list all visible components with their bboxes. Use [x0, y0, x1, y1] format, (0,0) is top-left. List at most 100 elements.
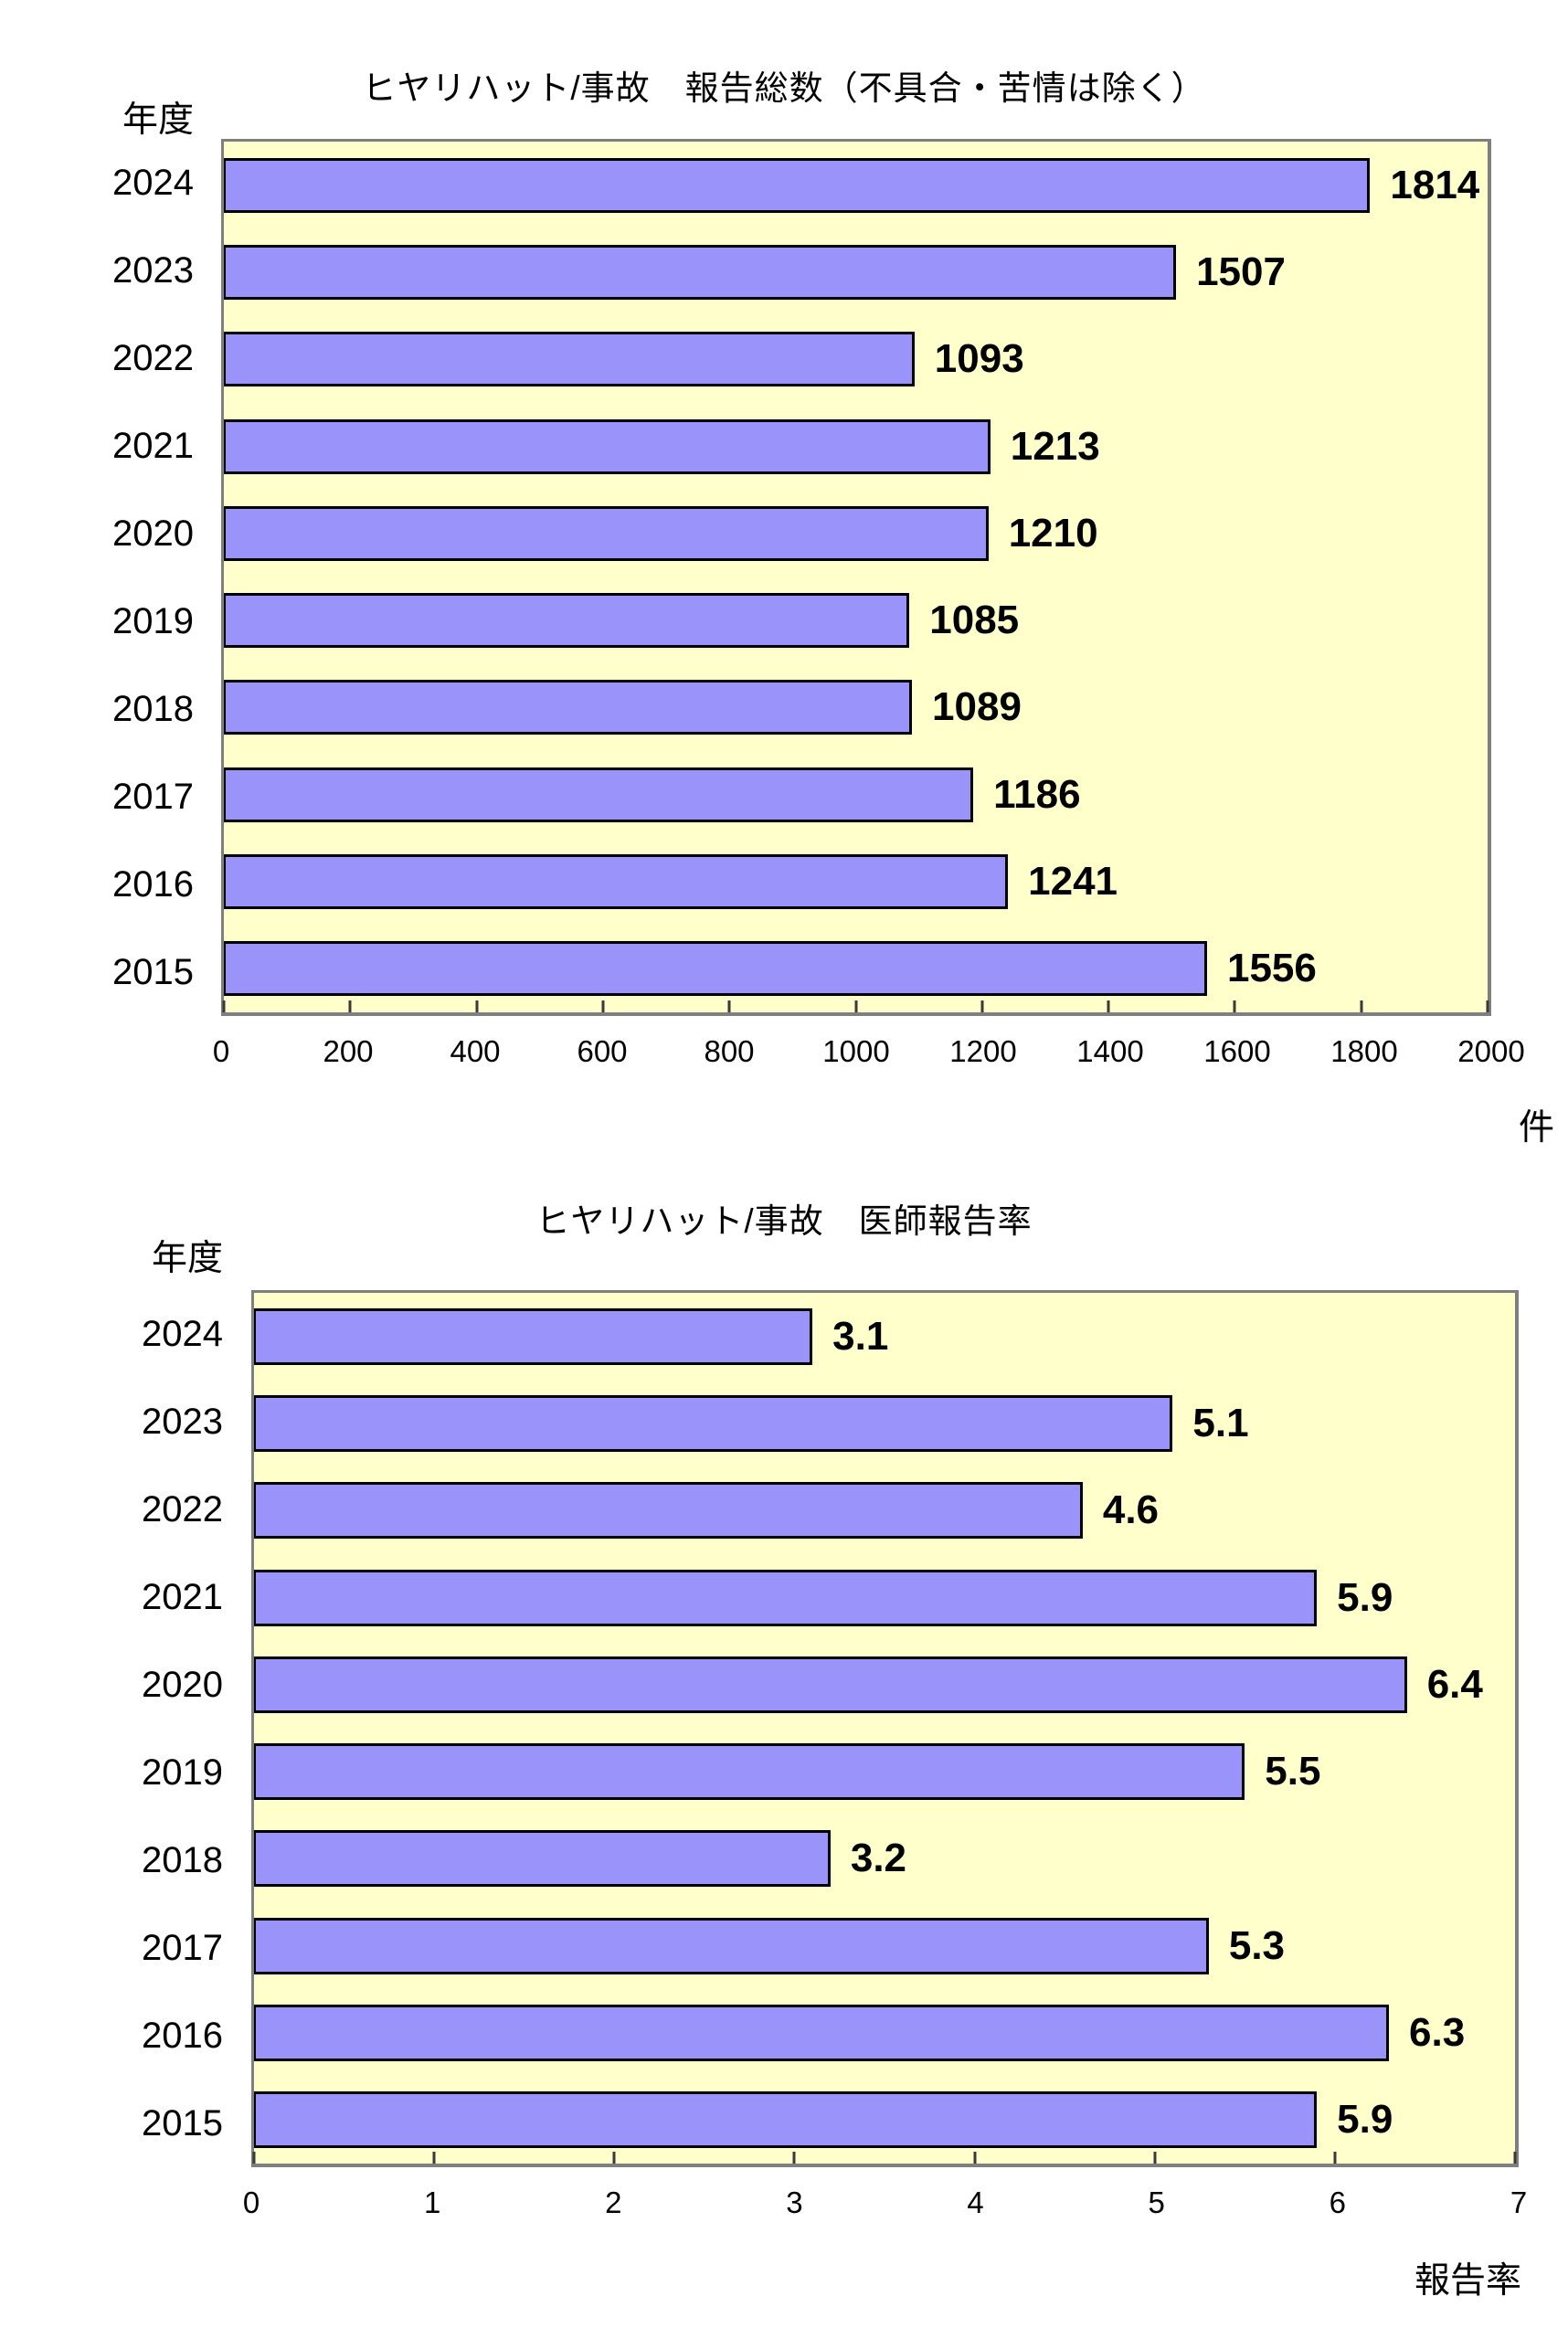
tick-mark: [612, 2152, 616, 2164]
tick-label: 0: [242, 2186, 260, 2219]
bar-row: 1089: [224, 664, 1488, 751]
bar: [224, 244, 1177, 300]
x-axis-unit-label: 件: [1519, 1108, 1555, 1148]
value-label: 5.3: [1228, 1922, 1286, 1968]
bar-row: 6.3: [254, 1989, 1515, 2076]
tick-label: 1: [423, 2186, 441, 2219]
value-label: 5.5: [1265, 1749, 1321, 1794]
bar: [254, 2091, 1318, 2149]
tick-label: 0: [212, 1034, 230, 1068]
category-label: 2019: [142, 1752, 223, 1793]
value-label: 1089: [932, 684, 1022, 730]
y-axis-label: 年度: [122, 101, 194, 140]
bar-row: 1085: [224, 577, 1488, 663]
bar: [224, 767, 974, 822]
category-label: 2018: [142, 1840, 223, 1880]
chart-title: ヒヤリハット/事故 医師報告率: [535, 1202, 1033, 1240]
bar-row: 5.1: [254, 1380, 1515, 1466]
bar-row: 5.9: [254, 1554, 1515, 1641]
category-label: 2024: [112, 163, 194, 203]
bar: [224, 680, 913, 736]
bar: [254, 1307, 813, 1365]
bar-row: 6.4: [254, 1641, 1515, 1728]
bar: [254, 1394, 1173, 1452]
category-label: 2020: [142, 1665, 223, 1705]
value-label: 6.3: [1409, 2010, 1466, 2056]
tick-label: 3: [786, 2186, 803, 2219]
tick-label: 1000: [822, 1034, 890, 1068]
category-label: 2021: [112, 426, 194, 466]
category-label: 2016: [142, 2016, 223, 2056]
plot-area: 1814 1507 1093 1213 1210 1085 1089 1186 1241 1556: [221, 139, 1491, 1016]
bar-row: 1241: [224, 838, 1488, 925]
x-axis: 0 1 2 3 4 5 6 7: [243, 2167, 1527, 2231]
category-label: 2017: [142, 1928, 223, 1968]
bar-row: 3.2: [254, 1815, 1515, 1902]
tick-mark: [432, 2152, 436, 2164]
tick-mark: [252, 2152, 256, 2164]
plot-area: 3.1 5.1 4.6 5.9 6.4 5.5 3.2 5.3 6.3 5.9: [251, 1290, 1519, 2167]
bar: [224, 418, 991, 474]
value-label: 5.9: [1337, 2097, 1393, 2143]
value-label: 1556: [1226, 946, 1317, 991]
value-label: 5.1: [1192, 1400, 1249, 1445]
x-axis-unit-label: 報告率: [1414, 2261, 1522, 2301]
tick-mark: [222, 1000, 226, 1012]
value-label: 1085: [929, 598, 1020, 643]
bar-row: 1507: [224, 228, 1488, 315]
tick-label: 2: [605, 2186, 622, 2219]
tick-mark: [601, 1000, 605, 1012]
bar-row: 5.3: [254, 1902, 1515, 1989]
category-axis: 2024 2023 2022 2021 2020 2019 2018 2017 2016 2015: [0, 139, 194, 1016]
value-label: 3.2: [850, 1836, 907, 1881]
tick-label: 600: [577, 1034, 628, 1068]
category-label: 2020: [112, 513, 194, 554]
tick-mark: [348, 1000, 352, 1012]
bar: [254, 1917, 1209, 1974]
tick-label: 1800: [1330, 1034, 1398, 1068]
bar-row: 1556: [224, 926, 1488, 1012]
tick-label: 1200: [949, 1034, 1017, 1068]
tick-mark: [1233, 1000, 1236, 1012]
bar: [224, 157, 1371, 213]
tick-label: 6: [1329, 2186, 1347, 2219]
tick-mark: [1153, 2152, 1157, 2164]
tick-mark: [475, 1000, 479, 1012]
category-label: 2019: [112, 601, 194, 641]
category-label: 2017: [112, 777, 194, 817]
category-label: 2018: [112, 689, 194, 729]
category-label: 2022: [142, 1489, 223, 1529]
value-label: 1241: [1028, 859, 1118, 905]
bar-row: 1213: [224, 403, 1488, 490]
value-label: 1186: [993, 771, 1081, 817]
value-label: 1213: [1010, 423, 1100, 469]
tick-mark: [1486, 1000, 1489, 1012]
tick-mark: [854, 1000, 857, 1012]
bar-row: 1093: [224, 316, 1488, 403]
value-label: 1507: [1196, 249, 1286, 294]
tick-mark: [792, 2152, 796, 2164]
tick-label: 7: [1510, 2186, 1528, 2219]
bar-row: 1210: [224, 490, 1488, 577]
tick-mark: [1333, 2152, 1337, 2164]
bar: [224, 854, 1009, 910]
bar: [224, 505, 989, 561]
tick-label: 200: [323, 1034, 374, 1068]
y-axis-label: 年度: [151, 1239, 223, 1278]
tick-mark: [980, 1000, 984, 1012]
category-axis: 2024 2023 2022 2021 2020 2019 2018 2017 2016 2015: [0, 1290, 223, 2167]
category-label: 2023: [112, 250, 194, 291]
value-label: 3.1: [832, 1313, 889, 1359]
bar: [224, 941, 1207, 997]
tick-mark: [1360, 1000, 1363, 1012]
tick-mark: [1513, 2152, 1517, 2164]
tick-mark: [973, 2152, 977, 2164]
bar: [254, 1656, 1407, 1713]
category-label: 2022: [112, 338, 194, 378]
tick-mark: [727, 1000, 731, 1012]
bar-row: 4.6: [254, 1467, 1515, 1554]
tick-label: 4: [967, 2186, 984, 2219]
bar: [254, 1569, 1318, 1626]
category-label: 2016: [112, 864, 194, 905]
category-label: 2021: [142, 1577, 223, 1617]
